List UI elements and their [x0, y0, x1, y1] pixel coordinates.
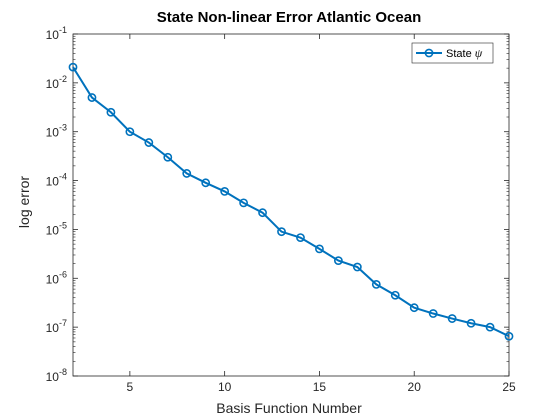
legend-box: [411, 42, 494, 64]
x-tick-label: 15: [313, 380, 327, 394]
data-point: [125, 127, 135, 137]
data-point: [106, 107, 116, 117]
data-point: [485, 322, 495, 332]
data-point: [87, 93, 97, 102]
x-tick-label: 10: [218, 380, 232, 394]
y-tick-label: 10-6: [46, 269, 67, 286]
y-tick-label: 10-4: [46, 172, 67, 189]
plot-area: 5 10 15 20 25 10-8 10-7 10-6 10-5 10-4 10-3 10-2 10-…: [46, 25, 516, 394]
data-point: [333, 256, 343, 266]
y-tick-label: 10-8: [46, 367, 67, 384]
data-point: [68, 62, 78, 72]
data-point: [390, 290, 400, 300]
data-point: [371, 279, 381, 289]
x-tick-label: 5: [127, 380, 134, 394]
data-point: [447, 314, 457, 323]
y-tick-label: 10-7: [46, 318, 67, 335]
legend-label: State ψ: [446, 46, 483, 60]
y-tick-label: 10-2: [46, 74, 67, 91]
data-point: [182, 169, 192, 178]
y-axis-label: log error: [16, 176, 32, 228]
x-tick-label: 25: [502, 380, 516, 394]
x-axis-label: Basis Function Number: [216, 400, 362, 416]
data-point: [277, 227, 286, 237]
data-point: [409, 303, 419, 313]
axes-box: [72, 33, 510, 377]
data-point: [296, 233, 305, 243]
data-point: [201, 178, 211, 188]
data-point: [352, 262, 362, 272]
data-point: [144, 138, 154, 147]
y-tick-label: 10-1: [46, 25, 67, 42]
y-tick-label: 10-5: [46, 220, 67, 237]
data-point: [258, 208, 267, 218]
chart-title: State Non-linear Error Atlantic Ocean: [157, 9, 422, 26]
data-point: [163, 152, 173, 162]
y-tick-label: 10-3: [46, 123, 67, 140]
data-point: [504, 331, 514, 341]
data-point: [315, 244, 324, 254]
data-point: [239, 198, 249, 208]
x-tick-label: 20: [408, 380, 422, 394]
data-point: [428, 309, 438, 318]
legend-marker: [424, 48, 434, 58]
data-point: [220, 187, 230, 196]
data-point: [466, 318, 476, 328]
